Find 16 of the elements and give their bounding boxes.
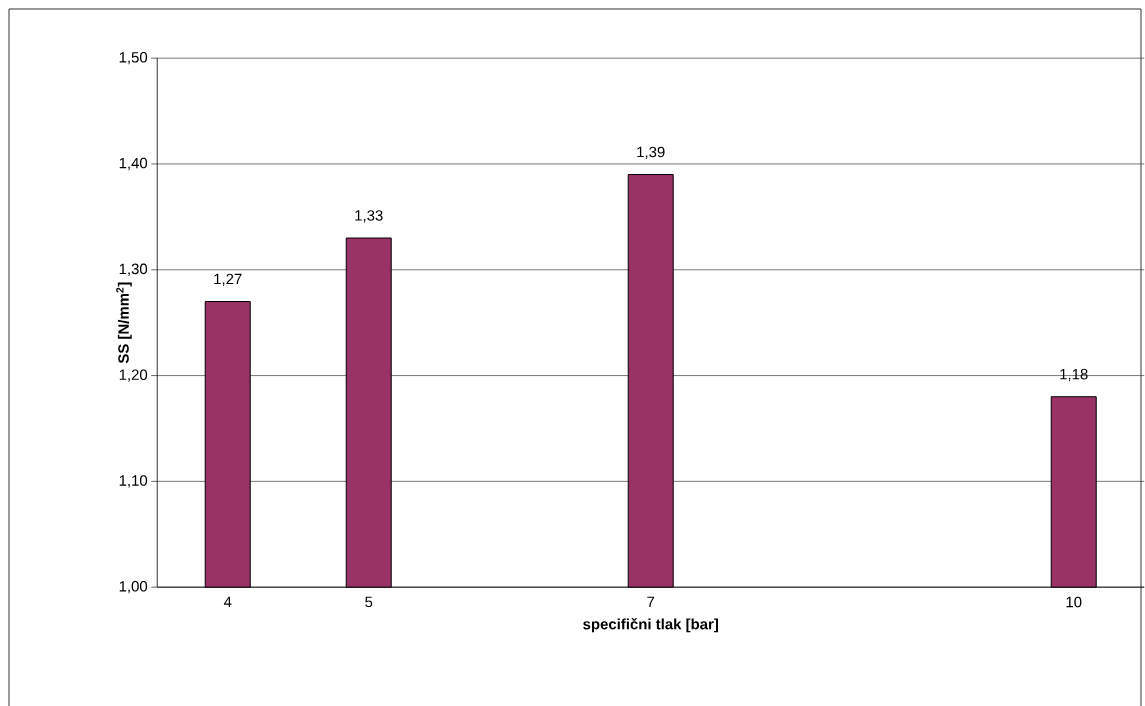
y-tick-label: 1,20 <box>119 369 148 382</box>
data-label: 1,33 <box>355 210 383 223</box>
y-tick-label: 1,40 <box>119 157 148 171</box>
y-axis-title: SS [N/mm$^{2}$] <box>116 282 132 364</box>
y-tick-label: 1,30 <box>119 263 148 276</box>
data-label: 1,18 <box>1060 368 1088 382</box>
x-axis-title: specifični tlak [bar] <box>583 618 718 633</box>
x-tick-label: 10 <box>1066 596 1082 608</box>
y-tick-label: 1,00 <box>119 580 148 594</box>
data-label: 1,27 <box>214 273 242 286</box>
x-tick-label: 5 <box>365 596 373 608</box>
y-tick-label: 1,50 <box>119 51 148 65</box>
y-tick-label: 1,10 <box>119 475 148 488</box>
data-label: 1,39 <box>637 146 665 160</box>
x-tick-label: 4 <box>223 596 232 607</box>
x-tick-label: 7 <box>647 596 655 607</box>
